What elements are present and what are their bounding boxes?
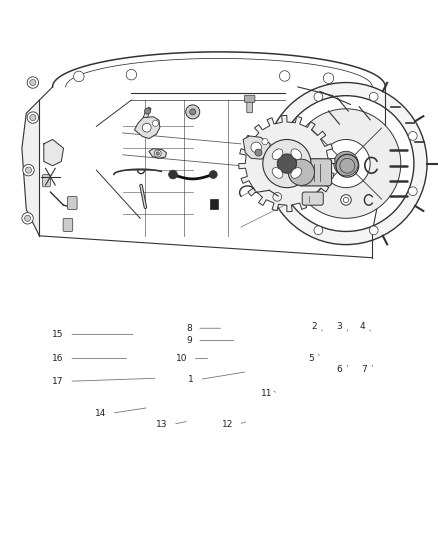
Circle shape — [279, 71, 290, 81]
Circle shape — [25, 215, 31, 221]
Text: 5: 5 — [308, 354, 314, 363]
Circle shape — [27, 112, 39, 123]
Bar — [210, 199, 218, 209]
Text: 11: 11 — [261, 389, 273, 398]
Polygon shape — [143, 107, 151, 118]
Circle shape — [22, 213, 33, 224]
FancyBboxPatch shape — [298, 159, 332, 186]
Text: 8: 8 — [186, 324, 192, 333]
Circle shape — [154, 150, 161, 157]
FancyBboxPatch shape — [63, 219, 73, 231]
Circle shape — [265, 83, 427, 245]
Circle shape — [169, 170, 177, 179]
Circle shape — [408, 132, 417, 140]
FancyBboxPatch shape — [302, 192, 323, 205]
FancyBboxPatch shape — [42, 174, 50, 187]
Circle shape — [186, 105, 200, 119]
Polygon shape — [243, 136, 270, 159]
Ellipse shape — [272, 149, 283, 159]
Circle shape — [369, 226, 378, 235]
Polygon shape — [239, 115, 335, 212]
Ellipse shape — [291, 167, 302, 178]
Circle shape — [251, 142, 261, 152]
Text: 1: 1 — [188, 375, 194, 384]
Polygon shape — [22, 100, 39, 236]
FancyBboxPatch shape — [244, 95, 255, 102]
Circle shape — [278, 96, 414, 231]
Circle shape — [156, 152, 159, 155]
Circle shape — [255, 149, 262, 156]
Circle shape — [30, 79, 36, 86]
Polygon shape — [39, 52, 385, 258]
Circle shape — [27, 77, 39, 88]
Circle shape — [277, 154, 297, 173]
Circle shape — [74, 71, 84, 82]
Text: 14: 14 — [95, 409, 106, 418]
Circle shape — [142, 123, 151, 132]
Circle shape — [334, 151, 358, 176]
Text: 16: 16 — [53, 354, 64, 363]
Circle shape — [323, 73, 334, 84]
Text: 13: 13 — [156, 419, 168, 429]
Circle shape — [30, 115, 36, 120]
Text: 6: 6 — [336, 365, 342, 374]
Text: 12: 12 — [222, 419, 233, 429]
Circle shape — [291, 109, 401, 219]
Circle shape — [288, 159, 314, 185]
Polygon shape — [44, 140, 64, 166]
Circle shape — [314, 226, 323, 235]
Circle shape — [275, 187, 284, 196]
FancyBboxPatch shape — [247, 99, 252, 113]
Circle shape — [190, 109, 196, 115]
Text: 10: 10 — [176, 354, 187, 363]
Circle shape — [408, 187, 417, 196]
Circle shape — [152, 120, 159, 126]
Ellipse shape — [291, 149, 302, 159]
Circle shape — [343, 197, 349, 203]
Circle shape — [275, 132, 284, 140]
Text: 9: 9 — [186, 336, 192, 345]
Circle shape — [322, 140, 370, 188]
Text: 3: 3 — [336, 322, 342, 332]
Circle shape — [126, 69, 137, 80]
Circle shape — [341, 195, 351, 205]
Circle shape — [263, 140, 311, 188]
Text: 4: 4 — [359, 322, 365, 332]
Circle shape — [209, 171, 217, 179]
Text: 7: 7 — [361, 365, 367, 374]
Text: 15: 15 — [53, 330, 64, 339]
Circle shape — [25, 167, 32, 173]
Polygon shape — [134, 117, 160, 139]
FancyBboxPatch shape — [67, 197, 77, 209]
Circle shape — [369, 92, 378, 101]
Circle shape — [262, 139, 268, 145]
Circle shape — [145, 108, 151, 114]
Ellipse shape — [272, 167, 283, 178]
Text: 17: 17 — [53, 377, 64, 386]
Text: 2: 2 — [311, 322, 317, 332]
Circle shape — [314, 92, 323, 101]
Polygon shape — [149, 149, 166, 158]
Circle shape — [23, 165, 34, 176]
